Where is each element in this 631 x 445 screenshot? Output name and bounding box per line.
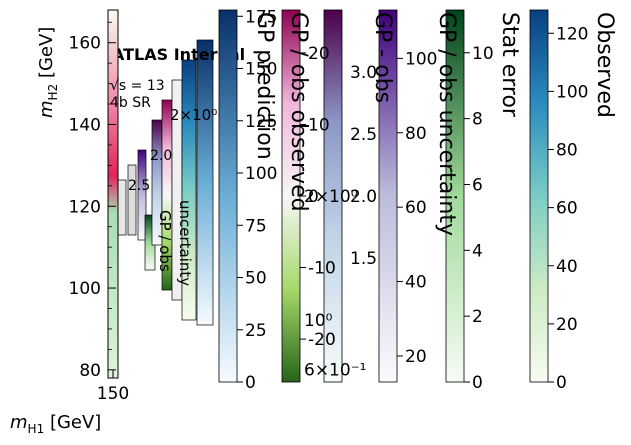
mini-strip bbox=[137, 149, 147, 241]
colorbar-stat-error-tick-label: 4 bbox=[472, 241, 483, 261]
main-heatmap-cells bbox=[108, 10, 118, 378]
colorbar-observed-tick-label: 80 bbox=[556, 141, 578, 161]
colorbar-gp-obs-observed-tick-label: 0 bbox=[308, 187, 319, 207]
annotation-energy: √s = 13 bbox=[110, 78, 165, 94]
colorbar-gp-minus-obs-tick-label: 1.5 bbox=[350, 249, 377, 269]
colorbar-gp-prediction-tick-label: 150 bbox=[245, 60, 277, 80]
colorbar-stat-error-tick-label: 2 bbox=[472, 307, 483, 327]
colorbar-gp-minus-obs-tick-label: 2.0 bbox=[350, 187, 377, 207]
main-x-tick-label: 150 bbox=[97, 384, 129, 404]
main-xlabel: mH1 [GeV] bbox=[10, 412, 101, 436]
colorbar-gp-minus-obs-tick-label: 2.5 bbox=[350, 125, 377, 145]
colorbar-gp-prediction-tick-label: 175 bbox=[245, 7, 277, 27]
colorbar-observed-tick-label: 60 bbox=[556, 199, 578, 219]
colorbar-gp-obs-observed-tick-label: 10 bbox=[308, 115, 330, 135]
colorbar-gp-minus-obs: 1.5 2.0 2.5 3.0 6×10⁻¹ 10⁰ 2×10⁰ GP - obs bbox=[304, 9, 395, 383]
mini-strip bbox=[127, 164, 137, 236]
main-heatmap-axes: 80 100 120 140 160 150 mH1 [GeV] mH2 [GeV] √… bbox=[10, 9, 165, 436]
main-y-tick-label: 160 bbox=[69, 34, 101, 54]
colorbar-stat-error-tick-label: 10 bbox=[472, 44, 494, 64]
svg-text:GP / obs: GP / obs bbox=[156, 210, 174, 272]
colorbar-gp-prediction-tick-label: 0 bbox=[245, 373, 256, 393]
colorbar-gp-obs-observed-label: GP / obs observed bbox=[286, 12, 311, 212]
main-ylabel: mH2 [GeV] bbox=[36, 27, 60, 118]
colorbar-gp-prediction-tick-label: 25 bbox=[245, 321, 267, 341]
colorbar-gp-obs-observed-tick-label: -10 bbox=[308, 259, 336, 279]
colorbar-stat-error: 0 2 4 6 8 10 Stat error bbox=[445, 9, 522, 393]
svg-text:uncertainty: uncertainty bbox=[176, 200, 194, 286]
colorbar-gp-minus-obs-label: GP - obs bbox=[370, 12, 395, 103]
colorbar-observed-tick-label: 20 bbox=[556, 315, 578, 335]
main-y-tick-label: 120 bbox=[69, 197, 101, 217]
colorbar-gp-obs-uncertainty-tick-label: 80 bbox=[405, 124, 427, 144]
annotation-region: 4b SR bbox=[110, 95, 151, 111]
colorbar-gp-prediction-label: GP prediction bbox=[252, 12, 277, 160]
colorbar-gp-minus-obs-tick-label: 10⁰ bbox=[304, 311, 333, 331]
colorbar-observed-tick-label: 40 bbox=[556, 257, 578, 277]
colorbar-gp-obs-uncertainty-strip bbox=[378, 9, 398, 383]
main-y-ticks: 80 100 120 140 160 bbox=[69, 21, 116, 381]
colorbar-gp-prediction-tick-label: 50 bbox=[245, 269, 267, 289]
colorbar-stat-error-tick-label: 0 bbox=[472, 373, 483, 393]
colorbar-gp-obs-uncertainty-tick-label: 60 bbox=[405, 198, 427, 218]
colorbar-gp-obs-uncertainty-tick-label: 40 bbox=[405, 273, 427, 293]
colorbar-gp-minus-obs-tick-label: 3.0 bbox=[350, 63, 377, 83]
mini-strip bbox=[181, 59, 197, 321]
colorbar-gp-minus-obs-tick-label: 2×10⁰ bbox=[304, 187, 358, 207]
svg-text:2.5: 2.5 bbox=[128, 178, 150, 194]
colorbar-stat-error-tick-label: 6 bbox=[472, 175, 483, 195]
colorbar-observed-tick-label: 0 bbox=[556, 373, 567, 393]
svg-text:2.0: 2.0 bbox=[150, 148, 172, 164]
main-y-tick-label: 80 bbox=[79, 361, 101, 381]
colorbar-gp-obs-observed-tick-label: 20 bbox=[308, 44, 330, 64]
colorbar-gp-prediction-strip bbox=[218, 9, 238, 383]
colorbar-gp-obs-uncertainty-tick-label: 20 bbox=[405, 347, 427, 367]
colorbar-observed-tick-label: 120 bbox=[556, 24, 588, 44]
svg-text:ATLAS Internal: ATLAS Internal bbox=[112, 45, 245, 64]
colorbar-observed-label: Observed bbox=[592, 12, 617, 118]
overlap-clutter: ATLAS Internal 2.5 2.0 2×10⁰ GP / obs un… bbox=[112, 39, 245, 326]
colorbar-observed-strip bbox=[529, 9, 549, 383]
main-x-ticks: 150 bbox=[97, 370, 129, 404]
mini-strip bbox=[117, 179, 127, 236]
colorbar-gp-minus-obs-strip bbox=[323, 9, 343, 383]
colorbar-gp-obs-uncertainty-label: GP / obs uncertainty bbox=[434, 12, 459, 236]
colorbar-stat-error-tick-label: 8 bbox=[472, 110, 483, 130]
svg-text:2×10⁰: 2×10⁰ bbox=[170, 106, 217, 124]
colorbar-gp-prediction-tick-label: 100 bbox=[245, 164, 277, 184]
colorbar-observed-tick-label: 100 bbox=[556, 82, 588, 102]
colorbar-gp-obs-observed-tick-label: -20 bbox=[308, 330, 336, 350]
colorbar-observed: 0 20 40 60 80 100 120 Observed bbox=[529, 9, 617, 393]
colorbar-stat-error-strip bbox=[445, 9, 465, 383]
colorbar-gp-obs-uncertainty-tick-label: 100 bbox=[405, 49, 437, 69]
main-y-tick-label: 100 bbox=[69, 279, 101, 299]
colorbar-stat-error-label: Stat error bbox=[497, 12, 522, 118]
colorbar-gp-minus-obs-tick-label: 6×10⁻¹ bbox=[304, 361, 366, 381]
main-y-tick-label: 140 bbox=[69, 115, 101, 135]
mini-strip bbox=[196, 39, 214, 326]
colorbar-gp-prediction-tick-label: 125 bbox=[245, 112, 277, 132]
colorbar-gp-prediction-tick-label: 75 bbox=[245, 216, 267, 236]
